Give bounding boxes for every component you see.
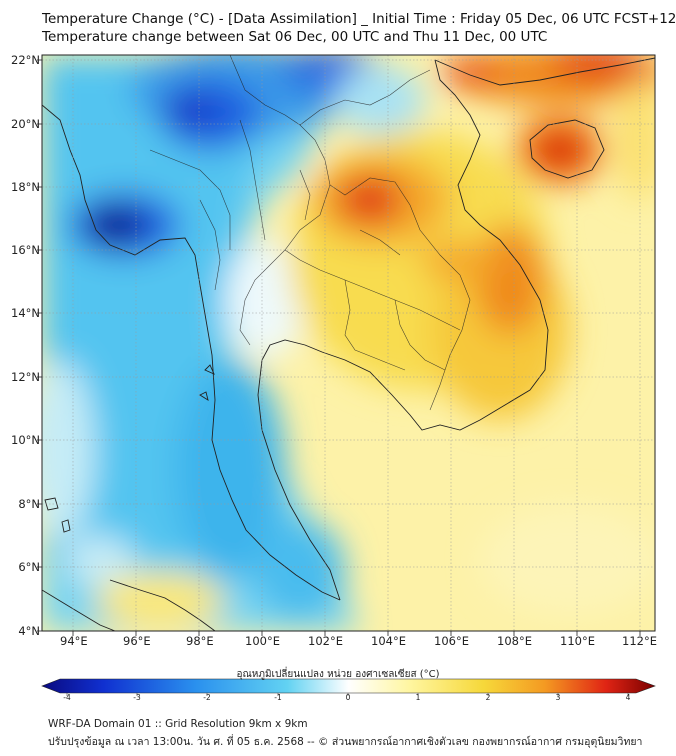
lat-tick-label: 12°N bbox=[11, 370, 40, 384]
lon-tick-label: 104°E bbox=[371, 634, 406, 648]
colorbar-ticks bbox=[66, 693, 629, 696]
lat-tick-label: 20°N bbox=[11, 117, 40, 131]
lon-tick-label: 102°E bbox=[308, 634, 343, 648]
lat-tick-label: 16°N bbox=[11, 243, 40, 257]
lat-tick-label: 22°N bbox=[11, 53, 40, 67]
colorbar-tick-label: 2 bbox=[485, 693, 491, 702]
lon-tick-label: 108°E bbox=[497, 634, 532, 648]
footer-model-info: WRF-DA Domain 01 :: Grid Resolution 9km … bbox=[48, 718, 308, 730]
temperature-field bbox=[42, 55, 655, 631]
colorbar-tick-label: 0 bbox=[345, 693, 351, 702]
lat-tick-label: 4°N bbox=[18, 624, 40, 638]
colorbar-tick-label: -3 bbox=[133, 693, 141, 702]
colorbar-label: อุณหภูมิเปลี่ยนแปลง หน่วย องศาเซลเซียส (… bbox=[236, 669, 440, 680]
coastlines bbox=[42, 57, 655, 631]
colorbar-tick-label: -1 bbox=[274, 693, 282, 702]
lon-tick-label: 94°E bbox=[60, 634, 88, 648]
map-frame bbox=[41, 54, 656, 632]
country-borders bbox=[149, 55, 471, 411]
colorbar-tick-label: -4 bbox=[63, 693, 71, 702]
footer-update-info: ปรับปรุงข้อมูล ณ เวลา 13:00น. วัน ศ. ที่… bbox=[48, 736, 643, 748]
chart-title-line2: Temperature change between Sat 06 Dec, 0… bbox=[42, 29, 548, 45]
colorbar-tick-label: -2 bbox=[203, 693, 211, 702]
lat-tick-label: 18°N bbox=[11, 180, 40, 194]
lon-tick-label: 110°E bbox=[560, 634, 595, 648]
lon-tick-label: 98°E bbox=[186, 634, 214, 648]
lat-tick-label: 8°N bbox=[18, 497, 40, 511]
colorbar-tick-label: 1 bbox=[415, 693, 421, 702]
colorbar-tick-label: 4 bbox=[625, 693, 631, 702]
lon-tick-label: 100°E bbox=[245, 634, 280, 648]
lat-tick-label: 14°N bbox=[11, 306, 40, 320]
lon-tick-label: 96°E bbox=[123, 634, 151, 648]
gridlines bbox=[42, 55, 655, 631]
lat-tick-label: 10°N bbox=[11, 433, 40, 447]
chart-title-line1: Temperature Change (°C) - [Data Assimila… bbox=[42, 11, 676, 27]
lon-tick-label: 106°E bbox=[434, 634, 469, 648]
lon-tick-label: 112°E bbox=[622, 634, 657, 648]
colorbar bbox=[41, 678, 656, 694]
axis-ticks bbox=[37, 59, 641, 636]
lat-tick-label: 6°N bbox=[18, 560, 40, 574]
colorbar-tick-label: 3 bbox=[555, 693, 561, 702]
